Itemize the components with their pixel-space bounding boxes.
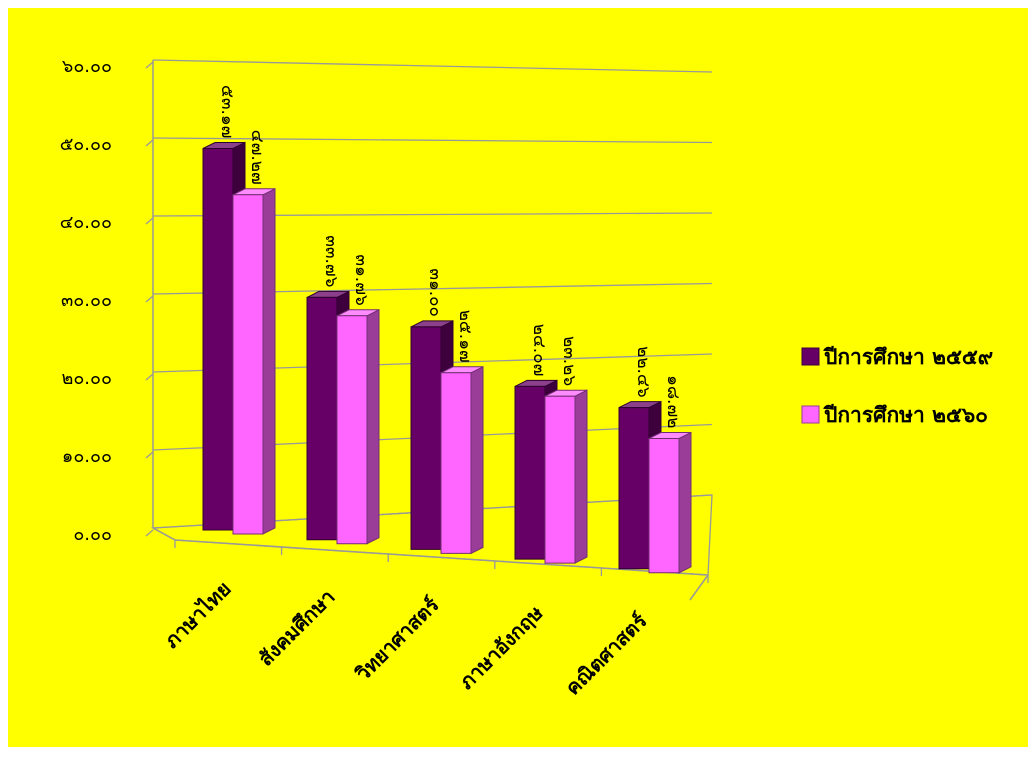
legend-swatch xyxy=(801,405,820,424)
data-label: ๔๗.๒๗ xyxy=(247,130,267,185)
y-tick xyxy=(145,451,154,459)
bar[interactable] xyxy=(306,296,338,541)
bar-side xyxy=(678,431,692,574)
data-label: ๑๘.๗๒ xyxy=(663,375,683,428)
y-tick xyxy=(145,529,154,537)
y-tick xyxy=(145,139,154,147)
data-label: ๕๓.๑๗ xyxy=(217,85,237,138)
data-label: ๒๒.๔๖ xyxy=(633,346,653,397)
y-tick xyxy=(145,373,154,381)
bar-side xyxy=(470,365,484,555)
bar[interactable] xyxy=(410,326,442,550)
bar-side xyxy=(574,389,588,564)
legend-swatch xyxy=(801,347,820,366)
y-tick-label: ๖๐.๐๐ xyxy=(62,56,112,77)
bar[interactable] xyxy=(514,385,546,560)
data-label: ๓๑.๐๐ xyxy=(425,268,445,317)
bar[interactable] xyxy=(648,438,680,574)
chart-background xyxy=(8,8,1028,747)
legend-label: ปีการศึกษา ๒๕๖๐ xyxy=(822,403,988,427)
y-tick-label: ๑๐.๐๐ xyxy=(62,446,112,467)
bar[interactable] xyxy=(440,372,472,554)
y-tick-label: ๐.๐๐ xyxy=(73,524,112,545)
legend-label: ปีการศึกษา ๒๕๕๙ xyxy=(822,345,993,369)
y-tick-label: ๕๐.๐๐ xyxy=(60,134,112,155)
data-label: ๓๓.๗๖ xyxy=(321,235,341,287)
bar[interactable] xyxy=(202,148,234,531)
data-label: ๒๕.๑๗ xyxy=(455,310,475,363)
y-tick xyxy=(145,295,154,303)
gridline xyxy=(152,59,713,73)
bar[interactable] xyxy=(544,395,576,564)
bar[interactable] xyxy=(618,407,650,570)
bar[interactable] xyxy=(232,194,264,535)
data-label: ๓๑.๗๖ xyxy=(351,254,371,305)
bar[interactable] xyxy=(336,315,368,545)
y-tick xyxy=(145,217,154,225)
gridline xyxy=(152,137,713,144)
data-label: ๒๓.๒๖ xyxy=(559,336,579,386)
data-label: ๒๔.๐๗ xyxy=(529,324,549,377)
x-axis-depth-line xyxy=(689,574,709,601)
y-tick xyxy=(145,61,154,69)
y-tick-label: ๓๐.๐๐ xyxy=(61,290,112,311)
bar-side xyxy=(366,308,380,545)
y-tick-label: ๔๐.๐๐ xyxy=(60,212,112,233)
bar-side xyxy=(262,187,276,535)
y-tick-label: ๒๐.๐๐ xyxy=(61,368,112,389)
